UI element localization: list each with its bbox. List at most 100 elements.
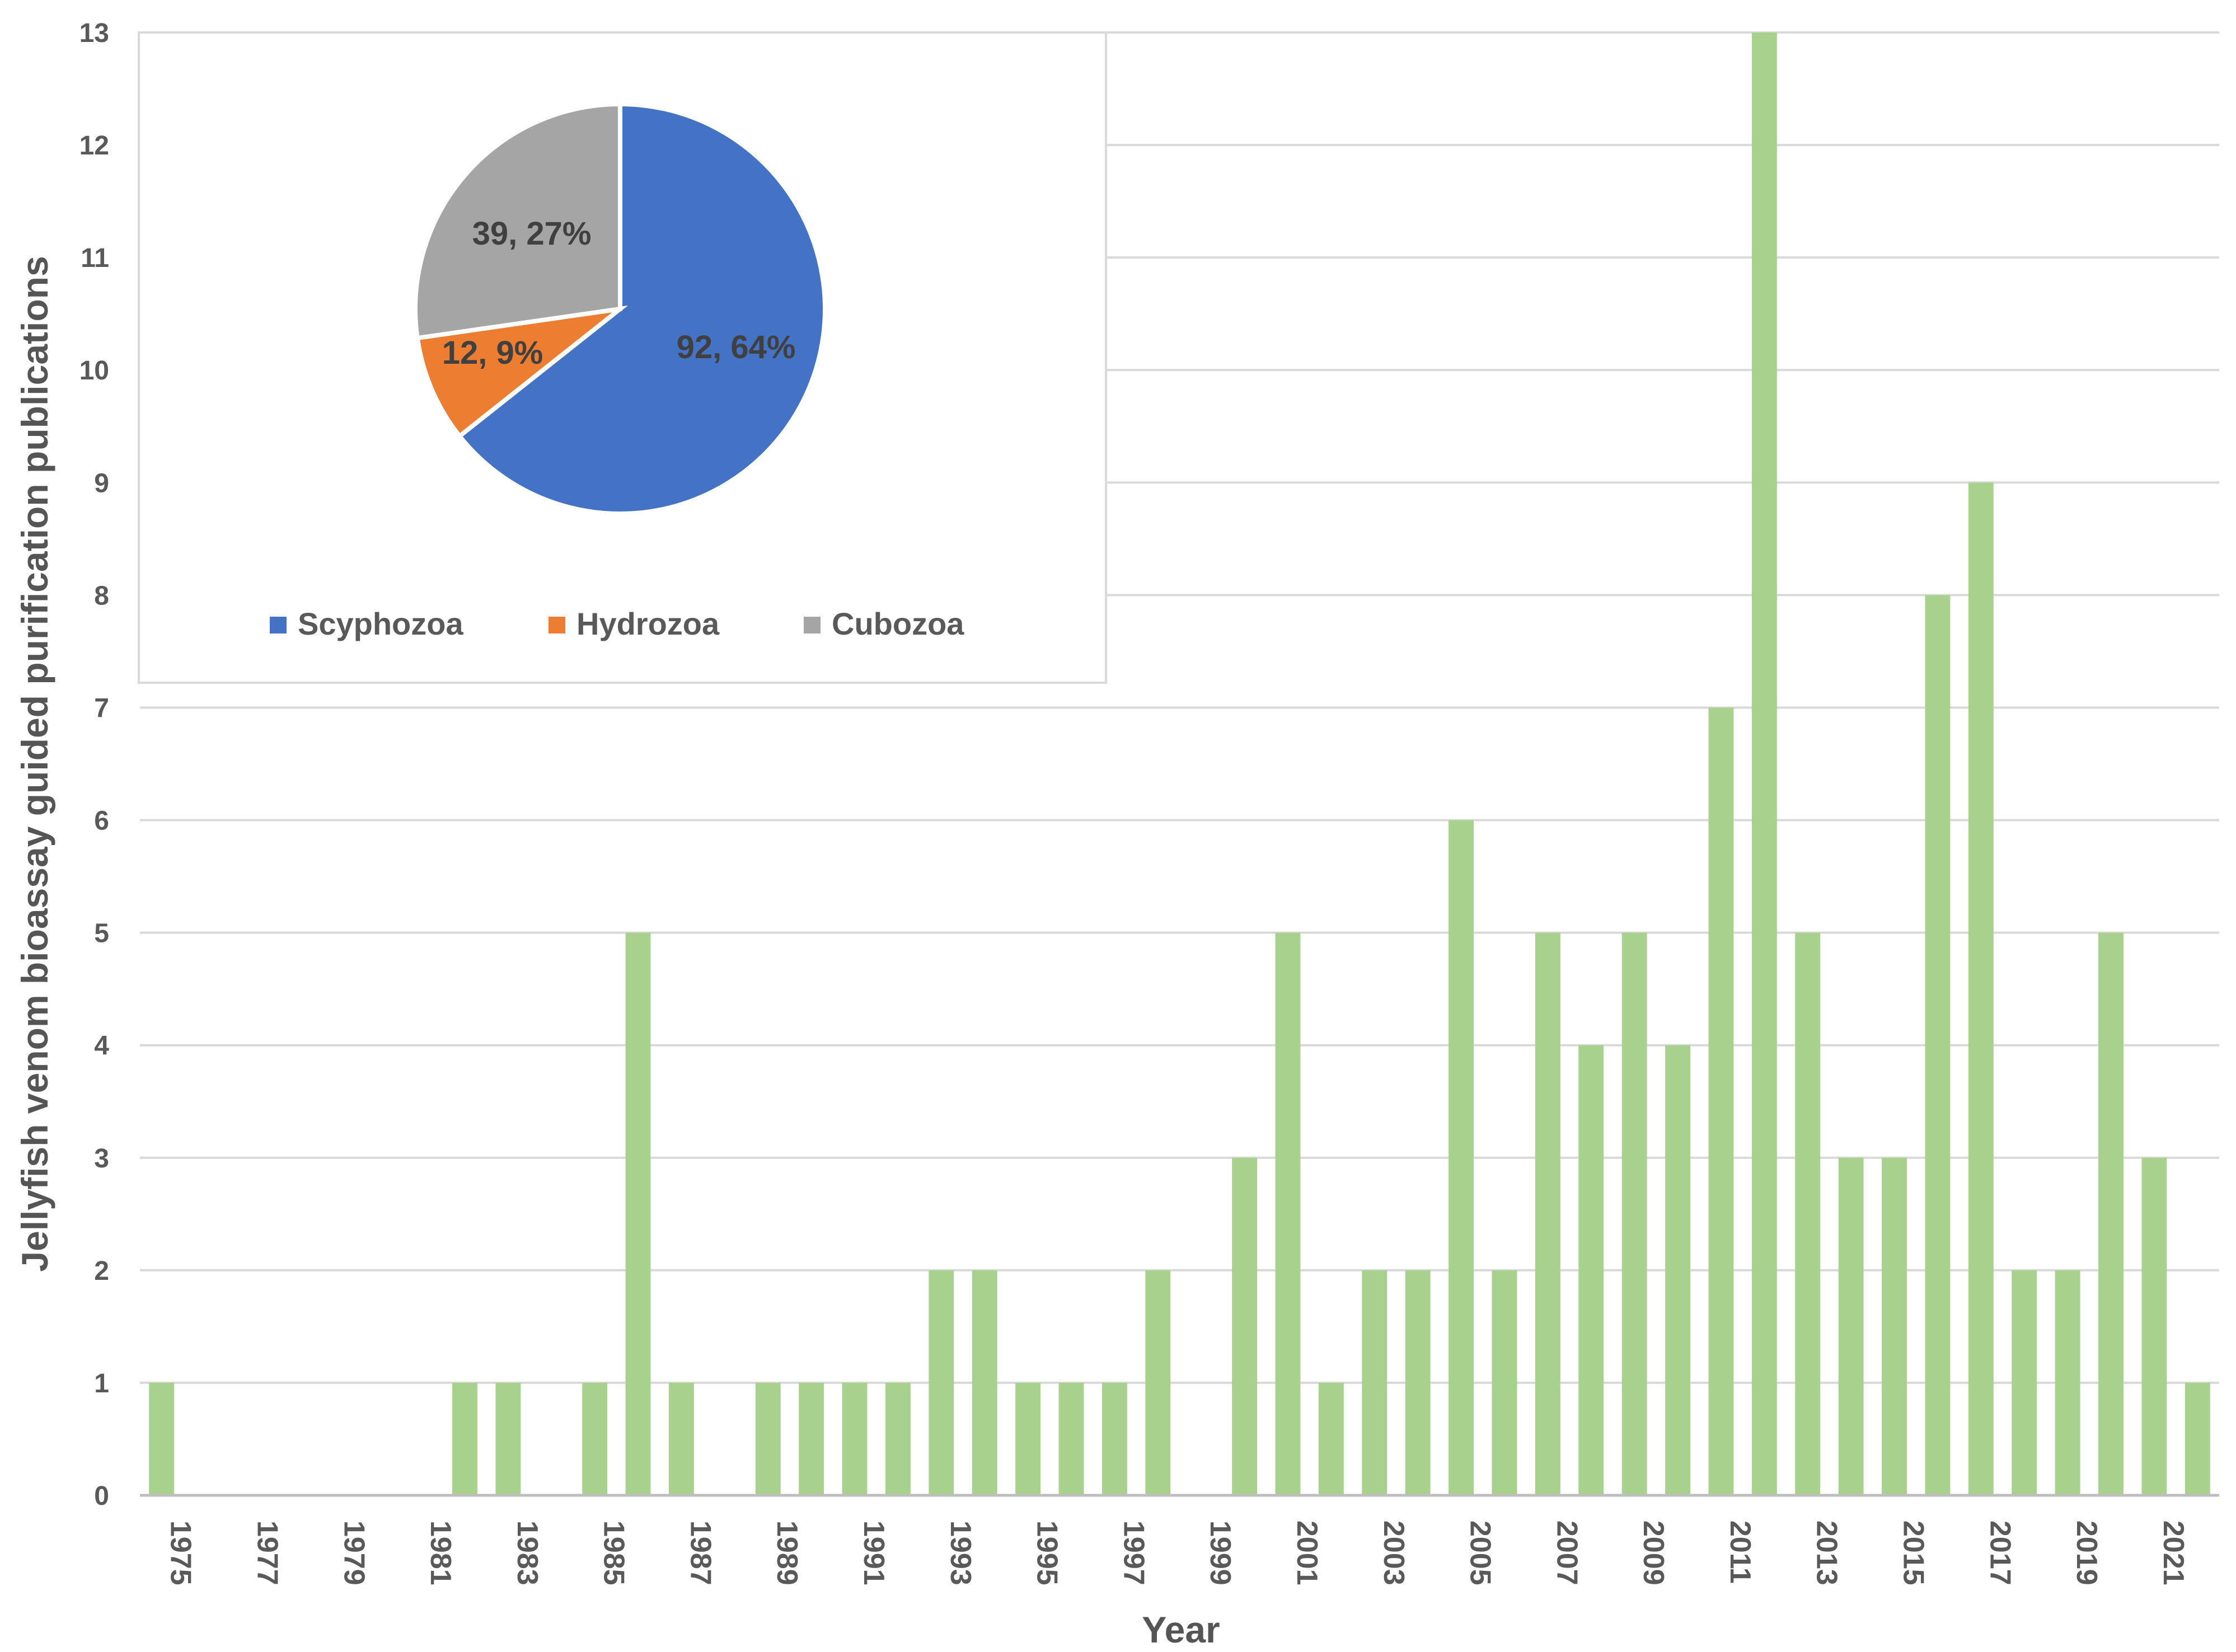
y-tick-label: 9: [94, 468, 109, 498]
x-tick-label: 1991: [857, 1520, 890, 1585]
legend-swatch: [549, 617, 565, 633]
bar-1992: [885, 1382, 911, 1495]
bar-2017: [1968, 482, 1994, 1496]
bar-2006: [1492, 1270, 1517, 1495]
pie-slice-hydrozoa: [415, 305, 629, 439]
bar-1994: [972, 1270, 997, 1495]
x-tick-label: 1999: [1204, 1520, 1236, 1585]
y-tick-label: 3: [94, 1144, 109, 1174]
x-tick-label: 1975: [165, 1520, 197, 1585]
legend-item-hydrozoa: Hydrozoa: [549, 606, 720, 641]
bar-2020: [2098, 932, 2124, 1495]
bar-2015: [1882, 1157, 1907, 1495]
x-tick-label: 2005: [1464, 1520, 1497, 1585]
bar-1993: [929, 1270, 954, 1495]
bar-1995: [1015, 1382, 1041, 1495]
pie-chart: 92, 64% 12, 9% 39, 27%: [413, 101, 827, 516]
bar-2018: [2012, 1270, 2037, 1495]
bar-1975: [149, 1382, 175, 1495]
pie-slice-scyphozoa: [456, 101, 827, 516]
bar-2000: [1232, 1157, 1258, 1495]
x-tick-label: 2009: [1637, 1520, 1670, 1585]
bar-series: [149, 32, 2210, 1496]
x-tick-label: 2019: [2070, 1520, 2103, 1585]
pie-legend: Scyphozoa Hydrozoa Cubozoa: [270, 606, 964, 641]
pie-label-hydrozoa: 12, 9%: [442, 335, 543, 371]
bar-2012: [1751, 32, 1777, 1495]
x-tick-label: 2021: [2157, 1520, 2190, 1585]
bar-1986: [625, 932, 651, 1495]
x-tick-label: 2003: [1377, 1520, 1410, 1585]
bar-1990: [799, 1382, 824, 1495]
legend-item-cubozoa: Cubozoa: [804, 606, 964, 641]
bar-2011: [1708, 707, 1734, 1495]
y-tick-label: 10: [79, 356, 109, 386]
bar-1997: [1101, 1382, 1127, 1495]
bar-2001: [1275, 932, 1301, 1495]
bar-2007: [1535, 932, 1560, 1495]
bar-2013: [1795, 932, 1821, 1495]
x-tick-label: 2013: [1811, 1520, 1843, 1585]
bar-1989: [755, 1382, 781, 1495]
bar-2009: [1621, 932, 1647, 1495]
x-tick-label: 2011: [1724, 1520, 1756, 1584]
legend-swatch: [270, 617, 287, 633]
bar-1985: [582, 1382, 608, 1495]
x-tick-label: 1983: [511, 1520, 543, 1585]
x-tick-label: 2007: [1550, 1520, 1583, 1585]
legend-label: Hydrozoa: [576, 606, 720, 641]
bar-1982: [452, 1382, 477, 1495]
x-tick-label: 1997: [1117, 1520, 1150, 1585]
bar-1983: [495, 1382, 521, 1495]
x-tick-label: 2015: [1897, 1520, 1930, 1585]
y-tick-label: 8: [94, 581, 109, 611]
x-tick-label: 1977: [251, 1520, 283, 1585]
legend-item-scyphozoa: Scyphozoa: [270, 606, 463, 641]
y-tick-label: 7: [94, 693, 109, 723]
pie-slice-cubozoa: [413, 101, 622, 341]
y-tick-label: 4: [94, 1031, 109, 1061]
bar-2005: [1449, 820, 1474, 1495]
x-tick-label: 1985: [598, 1520, 630, 1585]
bar-2016: [1925, 595, 1951, 1495]
x-tick-label: 1981: [424, 1520, 457, 1585]
bar-1991: [842, 1382, 868, 1495]
bar-2010: [1665, 1045, 1690, 1495]
bar-1998: [1145, 1270, 1171, 1495]
x-tick-label: 2017: [1984, 1520, 2016, 1585]
y-tick-label: 1: [94, 1369, 109, 1398]
y-tick-label: 6: [94, 806, 109, 836]
legend-label: Scyphozoa: [298, 606, 463, 641]
x-tick-label: 1995: [1031, 1520, 1063, 1585]
y-tick-label: 5: [94, 919, 109, 949]
bar-2019: [2055, 1270, 2080, 1495]
pie-inset: 92, 64% 12, 9% 39, 27% Scyphozoa Hydrozoa Cu…: [138, 31, 1107, 684]
y-tick-label: 11: [81, 243, 109, 273]
legend-label: Cubozoa: [832, 606, 964, 641]
bar-2022: [2185, 1382, 2210, 1495]
x-tick-label: 1987: [684, 1520, 716, 1585]
x-tick-label: 1979: [337, 1520, 370, 1585]
y-tick-label: 12: [79, 131, 109, 161]
x-tick-label: 1989: [771, 1520, 803, 1585]
y-tick-label: 2: [94, 1256, 109, 1286]
y-tick-label: 0: [94, 1481, 109, 1511]
pie-label-cubozoa: 39, 27%: [472, 215, 592, 252]
legend-swatch: [804, 617, 821, 633]
x-tick-label: 2001: [1291, 1520, 1323, 1585]
bar-2008: [1578, 1045, 1604, 1495]
bar-2002: [1318, 1382, 1344, 1495]
x-axis-label: Year: [1142, 1609, 1220, 1650]
bar-2003: [1362, 1270, 1387, 1495]
y-tick-label: 13: [79, 18, 109, 48]
y-axis-label: Jellyfish venom bioassay guided purifica…: [14, 256, 55, 1271]
x-tick-label: 1993: [944, 1520, 977, 1585]
bar-2014: [1838, 1157, 1864, 1495]
bar-1996: [1058, 1382, 1084, 1495]
bar-2004: [1405, 1270, 1431, 1495]
pie-label-scyphozoa: 92, 64%: [677, 329, 796, 365]
bar-2021: [2141, 1157, 2167, 1495]
bar-1987: [669, 1382, 694, 1495]
